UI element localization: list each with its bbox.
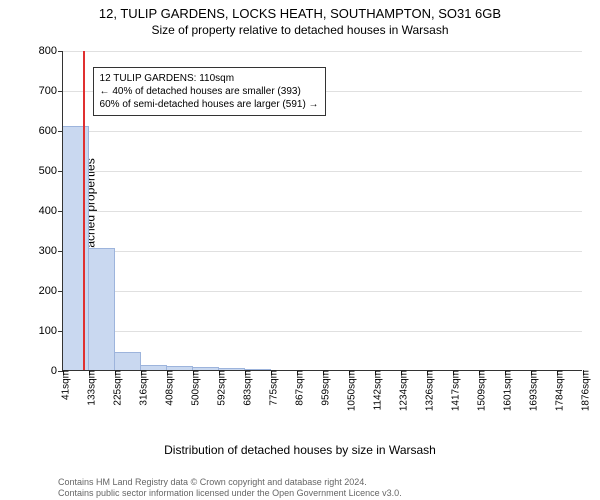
x-tick-label: 41sqm [55, 370, 72, 400]
chart-container: 12, TULIP GARDENS, LOCKS HEATH, SOUTHAMP… [0, 0, 600, 500]
marker-line [83, 51, 85, 370]
footer-line1: Contains HM Land Registry data © Crown c… [58, 477, 402, 488]
x-tick-label: 408sqm [159, 370, 176, 406]
x-tick-label: 1509sqm [471, 370, 488, 411]
x-tick-label: 1693sqm [523, 370, 540, 411]
gridline-h [63, 211, 582, 212]
bar [63, 126, 89, 370]
x-tick-label: 1050sqm [340, 370, 357, 411]
x-tick-label: 1876sqm [575, 370, 592, 411]
x-tick-label: 775sqm [263, 370, 280, 406]
bar [89, 248, 115, 370]
x-tick-label: 133sqm [81, 370, 98, 406]
gridline-h [63, 251, 582, 252]
x-tick-label: 1326sqm [419, 370, 436, 411]
annotation-line2: ← 40% of detached houses are smaller (39… [100, 85, 319, 98]
x-tick-label: 316sqm [132, 370, 149, 406]
plot-area: 010020030040050060070080041sqm133sqm225s… [62, 51, 582, 371]
x-tick-label: 592sqm [211, 370, 228, 406]
y-tick [58, 91, 63, 92]
chart-title: 12, TULIP GARDENS, LOCKS HEATH, SOUTHAMP… [0, 0, 600, 21]
gridline-h [63, 131, 582, 132]
bar [115, 352, 141, 370]
x-tick-label: 683sqm [236, 370, 253, 406]
x-tick-label: 1234sqm [393, 370, 410, 411]
annotation-line3: 60% of semi-detached houses are larger (… [100, 98, 319, 111]
chart-subtitle: Size of property relative to detached ho… [0, 21, 600, 41]
x-tick-label: 1784sqm [548, 370, 565, 411]
x-tick-label: 225sqm [107, 370, 124, 406]
y-tick [58, 51, 63, 52]
annotation-line1: 12 TULIP GARDENS: 110sqm [100, 72, 319, 85]
x-tick-label: 1142sqm [367, 370, 384, 410]
footer: Contains HM Land Registry data © Crown c… [58, 477, 402, 499]
x-tick-label: 959sqm [315, 370, 332, 406]
gridline-h [63, 171, 582, 172]
x-tick-label: 500sqm [185, 370, 202, 406]
x-tick-label: 1601sqm [497, 370, 514, 411]
x-tick-label: 867sqm [289, 370, 306, 406]
x-tick-label: 1417sqm [444, 370, 461, 411]
gridline-h [63, 291, 582, 292]
gridline-h [63, 51, 582, 52]
gridline-h [63, 331, 582, 332]
chart-wrap: Number of detached properties 0100200300… [0, 41, 600, 441]
footer-line2: Contains public sector information licen… [58, 488, 402, 499]
x-axis-label: Distribution of detached houses by size … [0, 441, 600, 457]
annotation-box: 12 TULIP GARDENS: 110sqm ← 40% of detach… [93, 67, 326, 116]
